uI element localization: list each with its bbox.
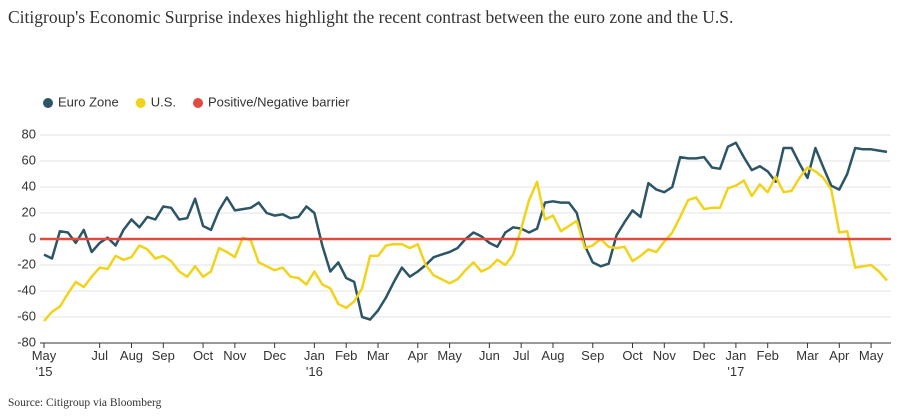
- x-tick-label: Jan '16: [304, 348, 325, 379]
- x-tick-label: Jul: [91, 348, 108, 363]
- x-tick-label: Apr: [408, 348, 429, 363]
- x-tick-label: Dec: [693, 348, 717, 363]
- legend-label: Euro Zone: [58, 94, 119, 109]
- x-tick-label: Mar: [796, 348, 819, 363]
- x-tick-label: May: [437, 348, 462, 363]
- x-tick-label: Jun: [479, 348, 500, 363]
- legend-label: Positive/Negative barrier: [208, 94, 350, 109]
- legend-marker: [43, 98, 53, 108]
- x-tick-label: Jul: [513, 348, 530, 363]
- x-tick-label: Jan '17: [725, 348, 746, 379]
- line-series: [43, 141, 888, 321]
- x-tick-label: Oct: [193, 348, 214, 363]
- x-tick-label: May '15: [32, 348, 57, 379]
- x-tick-label: Aug: [541, 348, 564, 363]
- y-tick-label: -60: [17, 308, 36, 323]
- x-tick-label: Sep: [581, 348, 604, 363]
- x-tick-label: Nov: [653, 348, 677, 363]
- x-tick-label: Oct: [622, 348, 643, 363]
- y-tick-label: 0: [29, 230, 36, 245]
- x-tick-label: Nov: [223, 348, 247, 363]
- x-tick-label: Aug: [120, 348, 143, 363]
- legend-marker: [135, 98, 146, 108]
- x-tick-label: Apr: [829, 348, 850, 363]
- y-tick-label: 80: [22, 126, 36, 141]
- y-tick-label: 20: [22, 204, 36, 219]
- y-tick-label: -80: [17, 334, 36, 349]
- legend-label: U.S.: [151, 94, 176, 109]
- y-tick-label: 60: [22, 152, 36, 167]
- line-series: [43, 166, 888, 322]
- y-tick-label: -40: [17, 282, 36, 297]
- x-tick-label: Feb: [335, 348, 357, 363]
- x-tick-label: May: [859, 348, 884, 363]
- x-tick-label: Dec: [263, 348, 287, 363]
- legend-marker: [193, 98, 203, 108]
- y-tick-label: -20: [17, 256, 36, 271]
- x-tick-label: Sep: [152, 348, 175, 363]
- x-tick-label: Feb: [757, 348, 779, 363]
- x-tick-label: Mar: [367, 348, 390, 363]
- chart-title: Citigroup's Economic Surprise indexes hi…: [8, 7, 734, 27]
- source: Source: Citigroup via Bloomberg: [8, 397, 162, 409]
- y-tick-label: 40: [22, 178, 36, 193]
